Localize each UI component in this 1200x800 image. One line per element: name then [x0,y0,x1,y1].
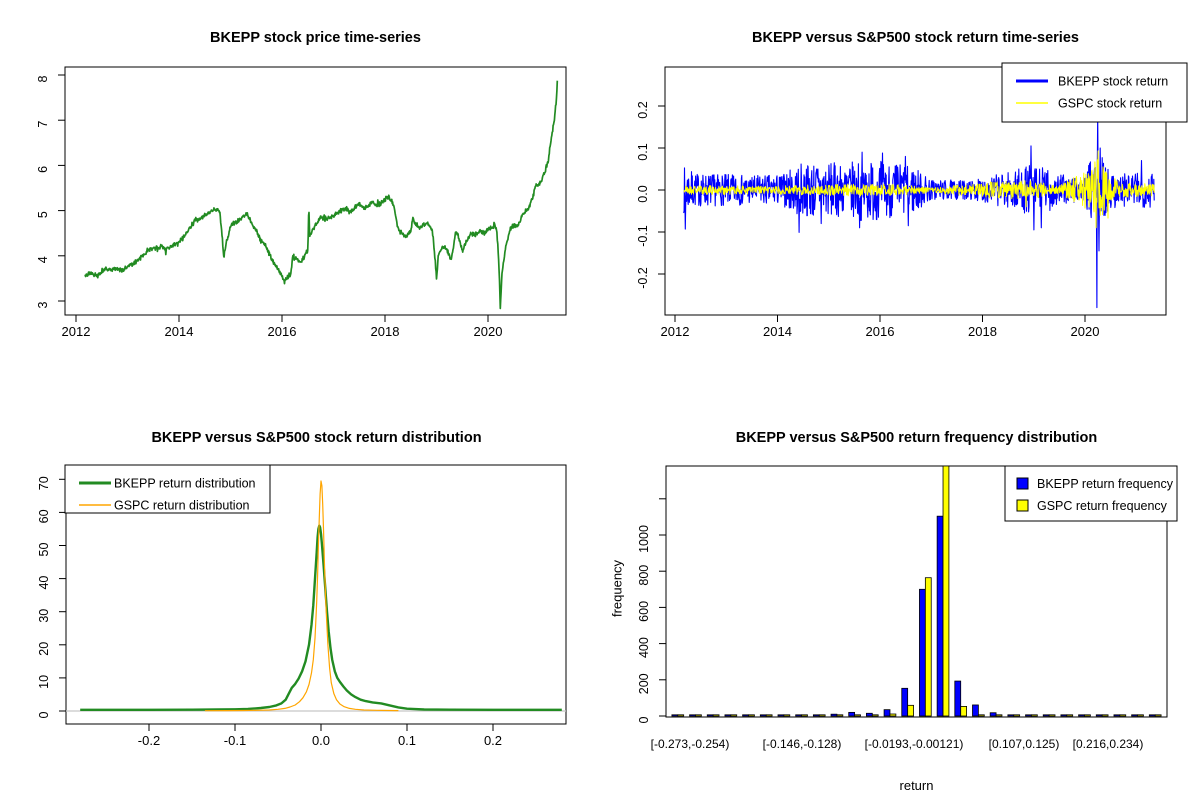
svg-text:3: 3 [36,301,50,308]
svg-text:-0.1: -0.1 [636,225,650,247]
svg-text:BKEPP return frequency: BKEPP return frequency [1037,477,1174,491]
svg-text:2016: 2016 [268,324,297,339]
svg-text:0: 0 [637,716,651,723]
svg-text:2018: 2018 [968,324,997,339]
panel-return-timeseries: BKEPP versus S&P500 stock return time-se… [600,0,1200,400]
frequency-chart-title: BKEPP versus S&P500 return frequency dis… [735,430,1098,446]
svg-text:10: 10 [37,675,51,689]
svg-text:-0.2: -0.2 [636,267,650,289]
svg-text:0: 0 [37,711,51,718]
svg-text:70: 70 [37,476,51,490]
svg-text:600: 600 [637,601,651,622]
price-chart-title: BKEPP stock price time-series [210,30,421,46]
svg-text:[-0.273,-0.254): [-0.273,-0.254) [651,737,730,751]
svg-text:6: 6 [36,166,50,173]
svg-text:0.1: 0.1 [636,143,650,160]
svg-text:BKEPP stock return: BKEPP stock return [1058,75,1168,89]
svg-text:400: 400 [637,637,651,658]
svg-text:2012: 2012 [62,324,91,339]
svg-text:-0.1: -0.1 [224,733,246,748]
svg-text:8: 8 [36,75,50,82]
svg-text:60: 60 [37,509,51,523]
svg-text:GSPC stock return: GSPC stock return [1058,97,1162,111]
svg-text:40: 40 [37,576,51,590]
svg-text:0.0: 0.0 [636,185,650,202]
svg-text:GSPC return distribution: GSPC return distribution [114,499,250,513]
frequency-chart-canvas: 0 200 400 600 800 1000 [-0.273,-0.254) [-0.146,… [637,465,1178,751]
svg-text:50: 50 [37,543,51,557]
svg-text:[0.216,0.234): [0.216,0.234) [1073,737,1144,751]
svg-text:1000: 1000 [637,525,651,553]
svg-text:-0.2: -0.2 [138,733,160,748]
svg-text:20: 20 [37,642,51,656]
svg-text:7: 7 [36,121,50,128]
svg-text:GSPC return frequency: GSPC return frequency [1037,499,1168,513]
return-chart-canvas: -0.2 -0.1 0.0 0.1 0.2 2012 2014 2016 2018 2020 BKE… [636,62,1188,339]
frequency-y-axis-label: frequency [609,559,625,618]
svg-text:30: 30 [37,609,51,623]
svg-text:[-0.146,-0.128): [-0.146,-0.128) [763,737,842,751]
svg-text:2014: 2014 [763,324,792,339]
svg-text:0.0: 0.0 [312,733,330,748]
density-chart-canvas: 0 10 20 30 40 50 60 70 -0.2 -0.1 0.0 0.1 0.2 BKEPP re… [37,464,567,748]
svg-text:800: 800 [637,565,651,586]
return-x-axis-label: return [899,778,934,793]
svg-text:[-0.0193,-0.00121): [-0.0193,-0.00121) [865,737,964,751]
svg-text:0.1: 0.1 [398,733,416,748]
svg-text:2014: 2014 [165,324,194,339]
panel-return-distribution: BKEPP versus S&P500 stock return distrib… [0,400,600,800]
svg-text:5: 5 [36,211,50,218]
svg-text:200: 200 [637,673,651,694]
return-chart-title: BKEPP versus S&P500 stock return time-se… [752,30,1079,46]
svg-text:0.2: 0.2 [484,733,502,748]
density-chart-title: BKEPP versus S&P500 stock return distrib… [151,430,482,446]
svg-text:2020: 2020 [1071,324,1100,339]
panel-frequency-distribution: BKEPP versus S&P500 return frequency dis… [600,400,1200,800]
panel-price-timeseries: BKEPP stock price time-series 3 4 5 6 7 8 2012… [0,0,600,400]
svg-text:[0.107,0.125): [0.107,0.125) [989,737,1060,751]
svg-text:BKEPP return distribution: BKEPP return distribution [114,477,256,491]
svg-text:2018: 2018 [371,324,400,339]
svg-text:4: 4 [36,256,50,263]
price-chart-canvas: 3 4 5 6 7 8 2012 2014 2016 2018 2020 [36,66,567,339]
svg-text:2020: 2020 [474,324,503,339]
svg-text:0.2: 0.2 [636,101,650,118]
svg-text:2012: 2012 [661,324,690,339]
svg-text:2016: 2016 [866,324,895,339]
